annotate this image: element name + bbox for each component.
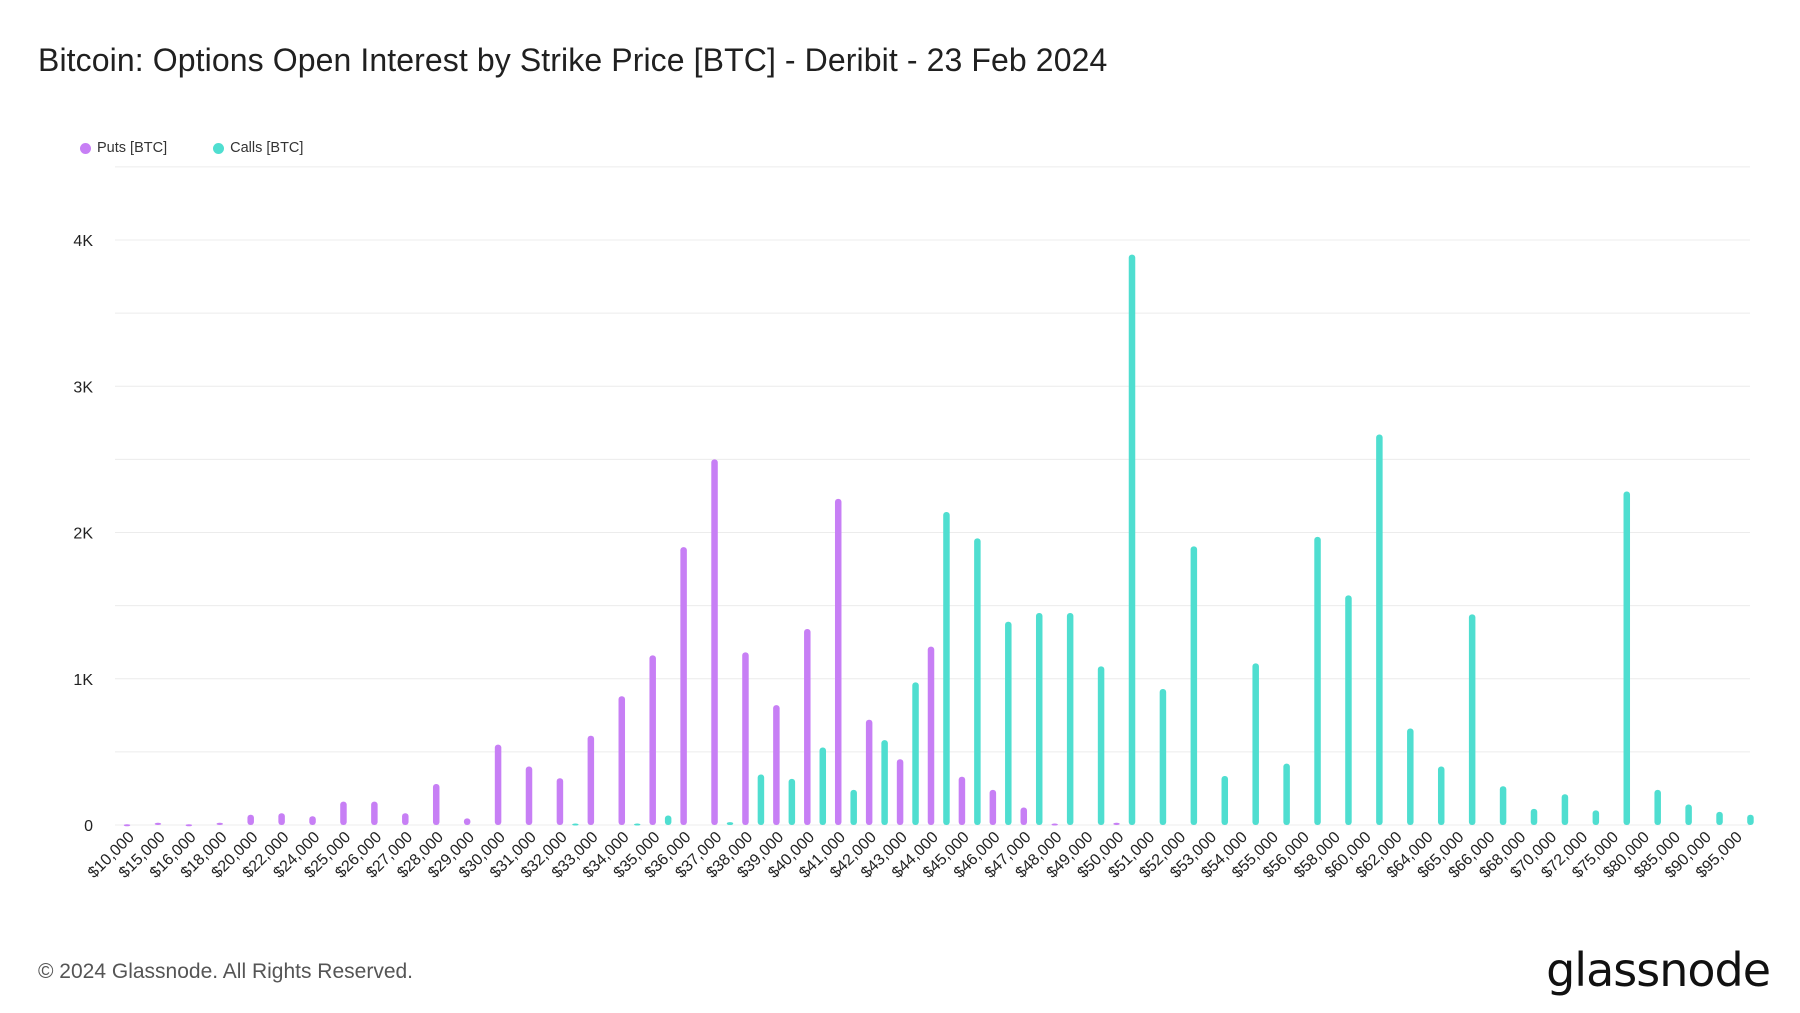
y-tick-label: 0 (84, 818, 93, 835)
calls-bar (1345, 595, 1352, 825)
puts-bar (711, 459, 718, 825)
legend-label-calls: Calls [BTC] (230, 140, 304, 156)
puts-bar (525, 766, 533, 825)
y-tick-label: 3K (73, 379, 93, 396)
puts-bar (278, 813, 285, 825)
calls-bar (1190, 546, 1198, 825)
calls-bar (1159, 688, 1167, 825)
legend-label-puts: Puts [BTC] (97, 140, 168, 156)
puts-bar (927, 646, 935, 825)
y-tick-label: 2K (73, 526, 93, 543)
calls-bar (912, 682, 919, 825)
puts-bar (247, 814, 254, 825)
calls-bar (1407, 728, 1414, 825)
calls-bar (726, 822, 734, 825)
puts-bar (834, 498, 842, 825)
calls-bar (850, 789, 857, 825)
puts-bar (556, 778, 564, 825)
puts-bar (896, 759, 904, 825)
y-tick-label: 1K (73, 672, 93, 689)
puts-bar (1113, 822, 1120, 825)
puts-bar (742, 652, 749, 825)
legend-item-puts[interactable]: Puts [BTC] (80, 140, 167, 156)
chart-title: Bitcoin: Options Open Interest by Strike… (38, 42, 1108, 78)
puts-bar (432, 784, 440, 825)
calls-bar (1561, 794, 1569, 825)
calls-bar (1654, 789, 1661, 825)
puts-bar (680, 547, 687, 825)
puts-bar (865, 719, 873, 825)
calls-bar (1468, 614, 1476, 825)
calls-bar (1376, 434, 1383, 825)
calls-bar (664, 815, 672, 825)
calls-bar (974, 538, 981, 825)
calls-bar (1035, 612, 1043, 825)
calls-bar (1005, 621, 1012, 825)
calls-bar (1623, 491, 1631, 825)
puts-bar (216, 822, 224, 825)
calls-bar (1283, 763, 1290, 825)
calls-dot-icon (213, 142, 225, 154)
puts-bar (463, 818, 471, 825)
calls-bar (1097, 666, 1105, 825)
calls-bar (1221, 776, 1229, 825)
calls-bar (819, 747, 827, 825)
calls-bar (1592, 810, 1600, 825)
glassnode-logo[interactable]: glassnode (1546, 943, 1771, 997)
puts-bar (402, 813, 409, 825)
calls-bar (788, 778, 796, 825)
puts-bar (649, 655, 656, 825)
calls-bar (1499, 786, 1507, 825)
puts-bar (773, 705, 780, 825)
puts-bar (804, 629, 811, 825)
puts-bar (989, 789, 997, 825)
calls-bar (1314, 536, 1321, 825)
calls-bar (1252, 663, 1259, 825)
puts-bar (494, 744, 502, 825)
puts-dot-icon (80, 142, 91, 154)
calls-bar (1747, 814, 1754, 825)
puts-bar (958, 776, 966, 825)
calls-bar (1437, 766, 1445, 825)
calls-bar (572, 823, 579, 826)
puts-bar (185, 824, 193, 827)
puts-bar (123, 824, 131, 827)
puts-bar (371, 801, 378, 825)
puts-bar (618, 696, 626, 825)
calls-bar (1530, 808, 1538, 825)
calls-bar (1066, 612, 1074, 825)
puts-bar (1020, 807, 1028, 825)
legend: Puts [BTC] Calls [BTC] (80, 140, 349, 156)
calls-bar (943, 512, 950, 825)
calls-bar (757, 774, 765, 825)
y-tick-label: 4K (73, 233, 93, 250)
calls-bar (1685, 804, 1692, 825)
calls-bar (881, 740, 888, 825)
calls-bar (633, 823, 641, 826)
legend-item-calls[interactable]: Calls [BTC] (213, 140, 303, 156)
calls-bar (1128, 254, 1136, 825)
puts-bar (154, 822, 162, 825)
puts-bar (1051, 823, 1058, 826)
puts-bar (309, 816, 316, 825)
calls-bar (1716, 811, 1723, 825)
puts-bar (340, 801, 347, 825)
copyright-footer: © 2024 Glassnode. All Rights Reserved. (38, 960, 414, 983)
puts-bar (587, 735, 595, 825)
